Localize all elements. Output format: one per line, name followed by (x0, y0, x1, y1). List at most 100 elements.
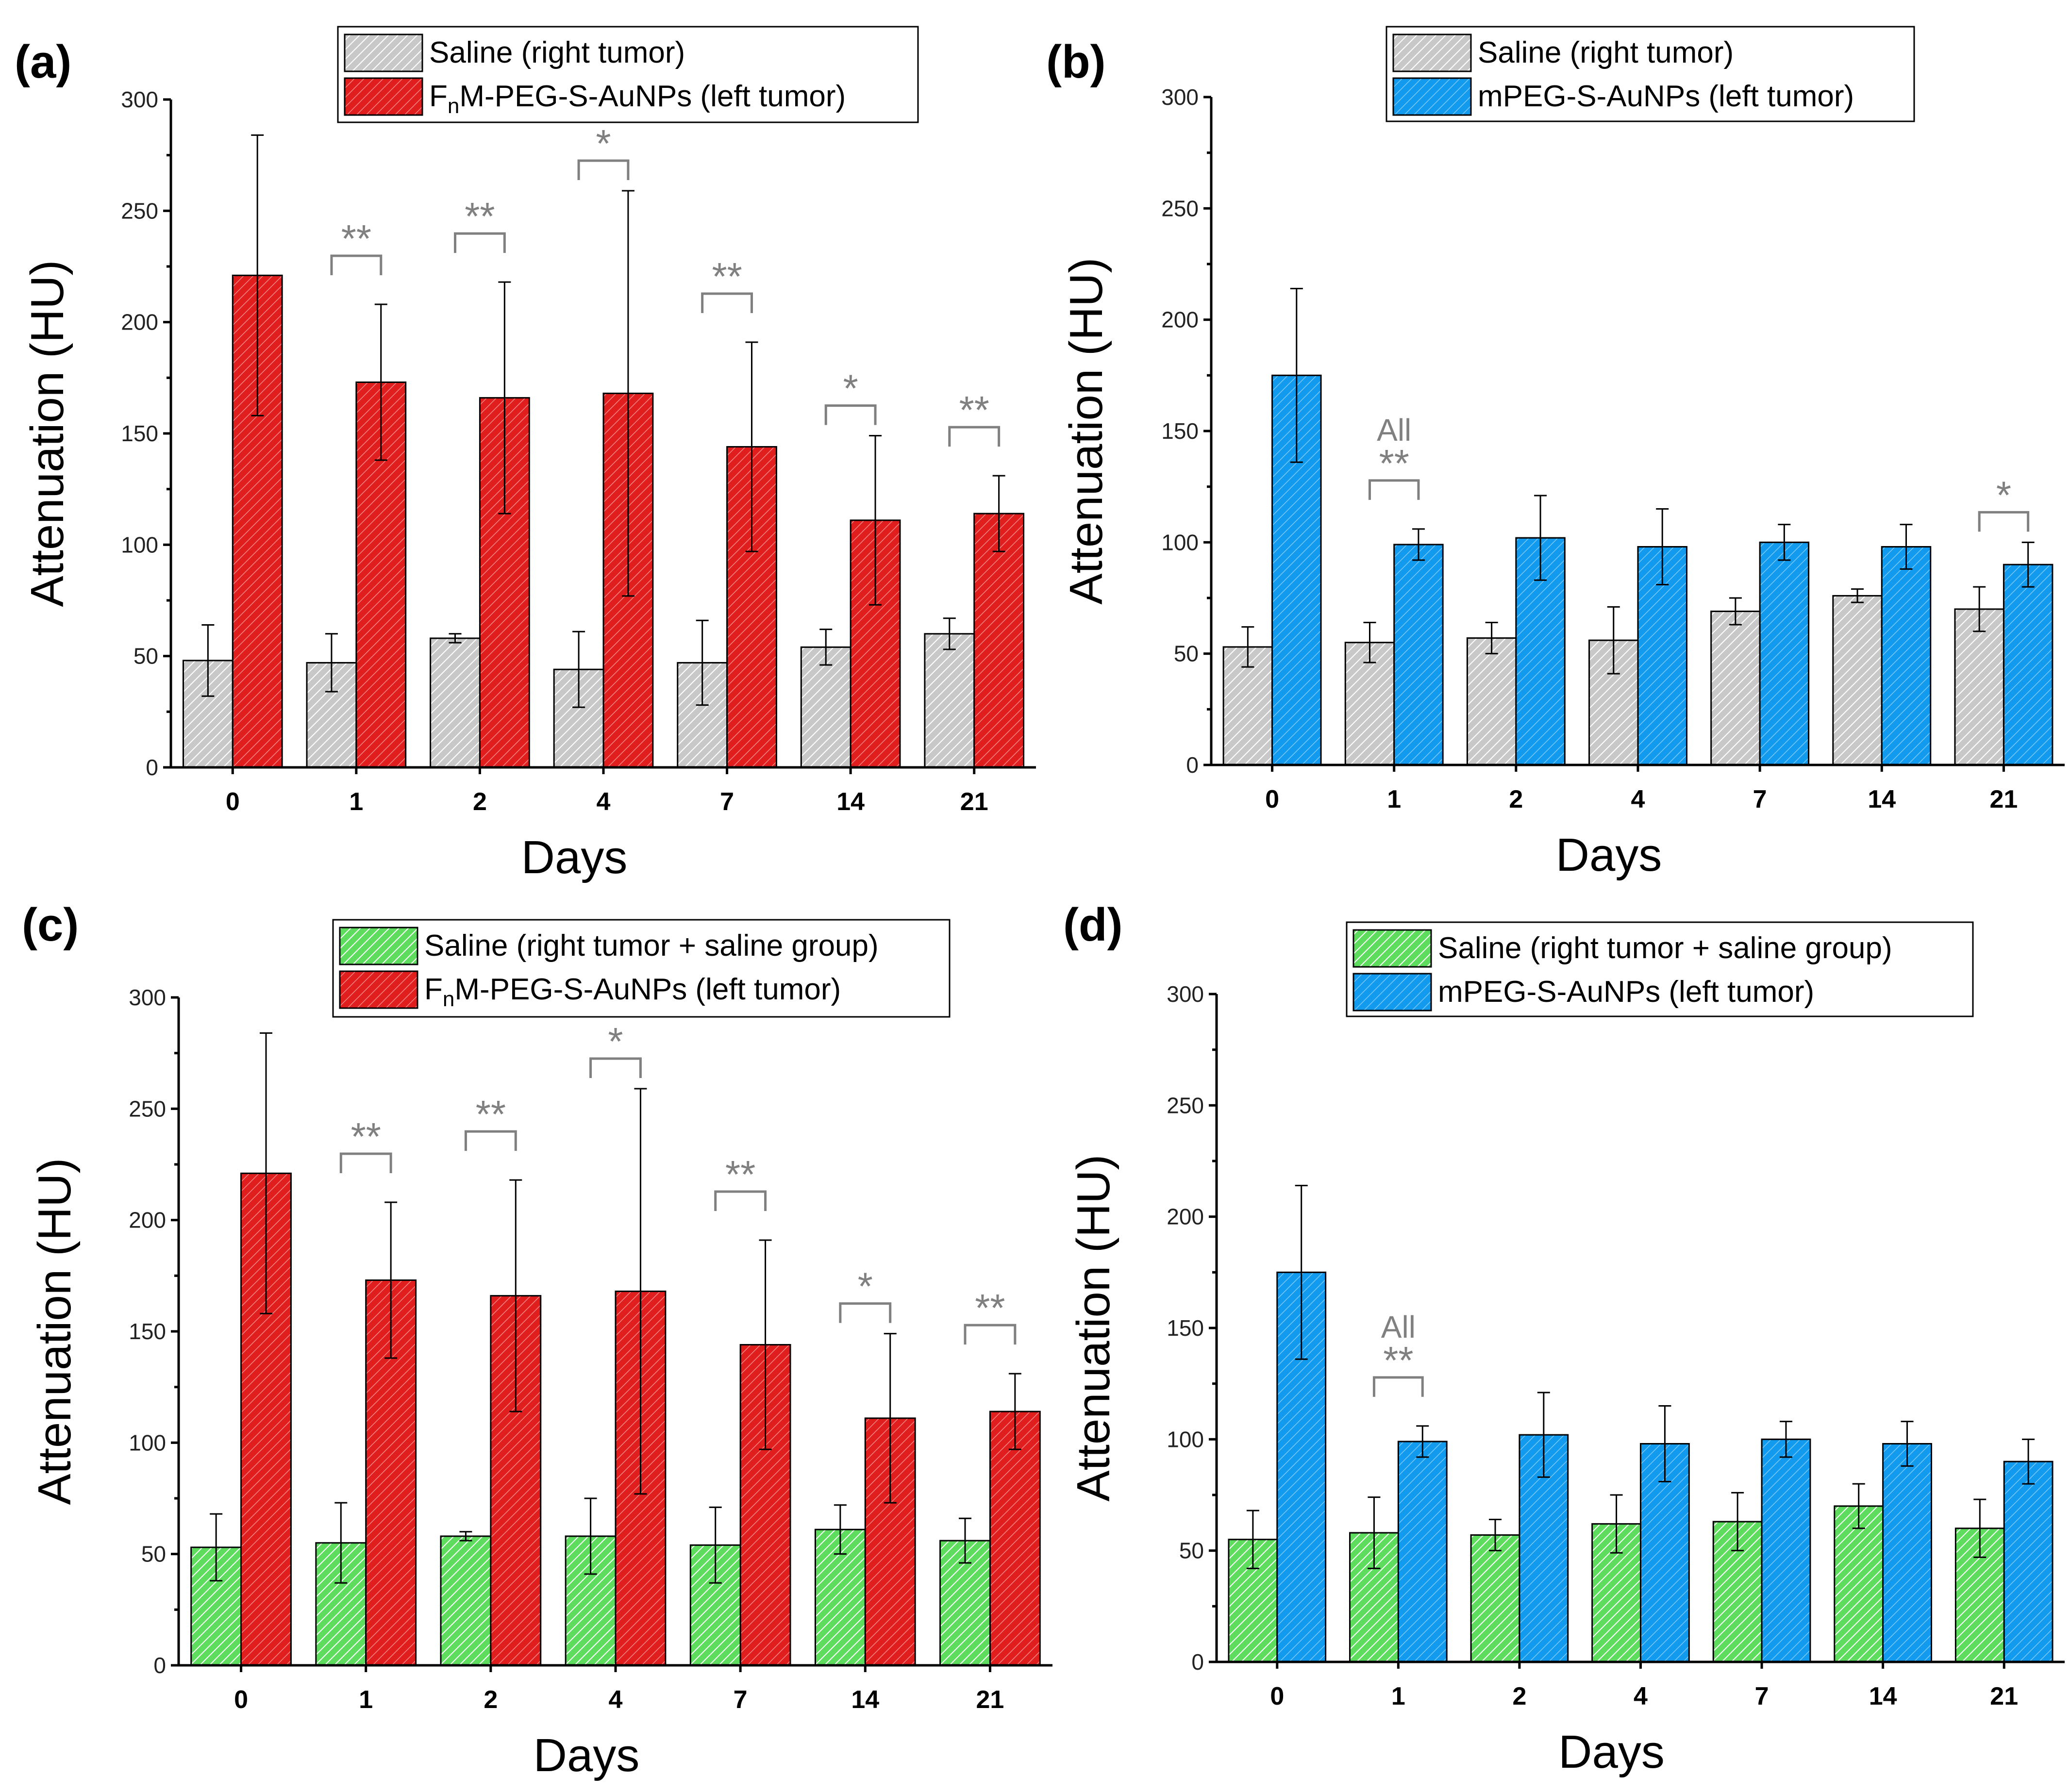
x-tick-label: 7 (734, 1686, 748, 1714)
x-tick-label: 0 (1270, 1682, 1284, 1710)
significance-bracket (964, 1324, 1017, 1345)
y-tick-label: 300 (121, 87, 158, 112)
x-tick-label: 7 (720, 788, 734, 816)
y-tick-label: 100 (1167, 1427, 1204, 1452)
x-tick-label: 1 (359, 1686, 373, 1714)
y-tick-label: 250 (1161, 196, 1199, 221)
legend: Saline (right tumor + saline group) FnM-P… (332, 919, 951, 1018)
x-tick-label: 1 (1387, 785, 1401, 813)
legend-box (337, 26, 919, 123)
legend-label: FnM-PEG-S-AuNPs (left tumor) (429, 80, 846, 118)
legend-label: Saline (right tumor) (1478, 36, 1734, 69)
x-axis-title: Days (521, 831, 628, 883)
legend-swatch (339, 970, 418, 1009)
legend: Saline (right tumor) mPEG-S-AuNPs (left t… (1386, 26, 1915, 122)
y-tick-label: 150 (1167, 1315, 1204, 1341)
x-tick-label: 14 (1869, 1682, 1897, 1710)
legend-label-rest: M-PEG-S-AuNPs (left tumor) (454, 973, 841, 1006)
x-tick-label: 7 (1755, 1682, 1769, 1710)
x-tick-label: 2 (484, 1686, 498, 1714)
x-tick-label: 4 (1631, 785, 1645, 813)
significance-bracket (454, 232, 506, 253)
x-tick-label: 14 (1868, 785, 1896, 813)
significance-label: * (596, 122, 611, 165)
legend-label-main: Saline (right tumor) (1478, 36, 1734, 69)
x-tick-label: 14 (851, 1686, 879, 1714)
bar (1710, 611, 1761, 766)
legend-swatch (1352, 929, 1432, 968)
legend-label-main: F (429, 80, 448, 113)
bar (2003, 1460, 2053, 1663)
panel-label: (a) (15, 36, 71, 88)
legend-swatch (1352, 973, 1432, 1012)
legend-label-main: Saline (right tumor + saline group) (424, 929, 879, 962)
legend-swatch (344, 33, 423, 72)
y-tick-label: 200 (129, 1208, 166, 1233)
annotation-label: All (1381, 1310, 1416, 1344)
y-tick-label: 300 (1167, 981, 1204, 1007)
significance-bracket (577, 159, 630, 181)
legend-label-rest: M-PEG-S-AuNPs (left tumor) (459, 80, 846, 113)
bar (1834, 1505, 1884, 1663)
significance-bracket (714, 1190, 767, 1211)
bar (1761, 1438, 1811, 1663)
series-0 (190, 1497, 991, 1666)
significance-bracket (1368, 479, 1420, 500)
legend-label-main: Saline (right tumor) (429, 36, 685, 69)
x-tick-label: 14 (836, 788, 865, 816)
significance-label: * (608, 1020, 623, 1063)
y-tick-label: 150 (121, 421, 158, 446)
y-tick-label: 300 (129, 985, 166, 1010)
y-tick-label: 50 (134, 644, 158, 669)
annotation-label: All (1377, 413, 1411, 448)
y-tick-label: 100 (1161, 530, 1199, 555)
bar (1466, 637, 1517, 766)
legend-box (1386, 26, 1915, 122)
x-axis-title: Days (1556, 829, 1662, 881)
significance-label: ** (712, 255, 742, 298)
x-tick-label: 4 (609, 1686, 623, 1714)
y-tick-label: 0 (153, 1653, 166, 1678)
bar (1759, 541, 1810, 766)
series-1 (1271, 287, 2053, 766)
significance-label: ** (975, 1286, 1005, 1329)
bar (430, 637, 481, 768)
series-1 (1276, 1184, 2053, 1663)
bar (440, 1535, 492, 1666)
x-tick-label: 0 (1265, 785, 1279, 813)
series-0 (182, 617, 975, 768)
significance-label: ** (725, 1153, 755, 1196)
panel-c: (c) 0 50 100 150 200 250 300 0 1 2 4 7 14 21 Days Attenu… (22, 899, 1052, 1781)
significance-label: * (843, 367, 858, 410)
y-tick-label: 250 (1167, 1093, 1204, 1118)
panel-label: (c) (22, 899, 79, 951)
x-tick-label: 2 (1509, 785, 1523, 813)
legend-label-main: Saline (right tumor + saline group) (1438, 931, 1892, 965)
y-tick-label: 300 (1161, 84, 1199, 110)
x-axis-title: Days (534, 1729, 640, 1781)
legend-label-subscript: n (448, 94, 459, 118)
significance-bracket (330, 254, 383, 275)
significance-label: ** (476, 1093, 506, 1136)
x-tick-label: 21 (960, 788, 988, 816)
y-tick-label: 250 (129, 1096, 166, 1121)
x-tick-label: 21 (976, 1686, 1004, 1714)
y-tick-label: 150 (129, 1319, 166, 1344)
bar (973, 513, 1025, 768)
x-tick-label: 1 (1391, 1682, 1405, 1710)
x-tick-label: 2 (1512, 1682, 1526, 1710)
significance-bracket (589, 1057, 642, 1079)
legend-swatch (339, 927, 418, 965)
x-tick-label: 0 (234, 1686, 248, 1714)
x-tick-label: 2 (473, 788, 487, 816)
bar (924, 633, 975, 768)
bar (1470, 1534, 1520, 1663)
bar (2003, 564, 2053, 766)
bar (1882, 1443, 1932, 1663)
x-tick-label: 1 (349, 788, 363, 816)
y-axis-title: Attenuation (HU) (21, 260, 73, 607)
legend-label-main: F (424, 973, 443, 1006)
legend-label-main: mPEG-S-AuNPs (left tumor) (1478, 80, 1854, 113)
bar (1393, 544, 1444, 766)
